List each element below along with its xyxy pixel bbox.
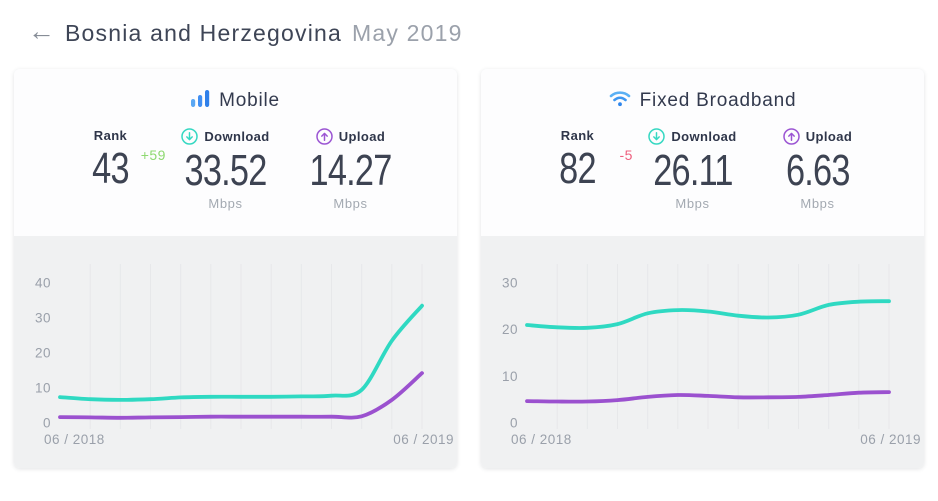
upload-arrow-icon [783,128,800,145]
download-arrow-icon [181,128,199,145]
mobile-chart: 40 30 20 10 0 06 / 2018 06 / 2019 [14,236,457,468]
rank-delta: +59 [140,147,166,163]
rank-value: 43 [92,144,129,193]
card-title: Mobile [219,90,280,111]
mobile-card-header: Mobile Rank 43 +59 [14,69,457,236]
svg-text:30: 30 [502,276,518,291]
download-arrow-icon [648,128,666,145]
mobile-rank-stat: Rank 43 +59 [61,128,165,211]
upload-unit: Mbps [333,196,368,212]
fixed-download-stat: Download 26.11 Mbps [628,128,758,211]
upload-value: 6.63 [785,146,850,195]
mobile-line-chart: 40 30 20 10 006 / 2018 06 / 2019 [35,264,454,447]
svg-text:06 / 2019: 06 / 2019 [393,432,454,447]
rank-label: Rank [560,128,595,143]
back-arrow-icon[interactable]: ← [28,16,55,46]
page-title: Bosnia and Herzegovina [65,20,343,46]
svg-text:20: 20 [502,322,518,337]
fixed-rank-stat: Rank 82 -5 [528,128,632,211]
svg-text:06 / 2019: 06 / 2019 [860,432,921,447]
svg-text:06 / 2018: 06 / 2018 [44,432,105,447]
fixed-chart: 30 20 10 0 06 / 2018 06 / 2019 [481,236,924,468]
fixed-upload-stat: Upload 6.63 Mbps [758,128,878,211]
download-label: Download [204,129,270,144]
svg-text:06 / 2018: 06 / 2018 [511,432,572,447]
upload-value: 14.27 [309,146,392,195]
wifi-icon [609,90,631,112]
download-value: 26.11 [652,146,733,195]
download-unit: Mbps [675,196,710,212]
svg-text:20: 20 [35,346,51,361]
download-unit: Mbps [208,196,243,212]
svg-text:30: 30 [35,311,51,326]
page-date: May 2019 [352,20,463,46]
upload-arrow-icon [316,128,333,145]
svg-text:10: 10 [35,381,51,396]
upload-unit: Mbps [800,196,835,212]
download-label: Download [671,129,737,144]
svg-text:10: 10 [502,369,518,384]
upload-label: Upload [338,129,386,144]
rank-delta: -5 [619,147,633,163]
svg-text:0: 0 [510,416,518,431]
rank-value: 82 [559,144,596,193]
download-value: 33.52 [184,146,267,195]
mobile-upload-stat: Upload 14.27 Mbps [291,128,411,211]
mobile-bars-icon [191,90,210,112]
svg-text:40: 40 [35,276,51,291]
cards-row: Mobile Rank 43 +59 [14,69,924,468]
card-title: Fixed Broadband [639,90,797,111]
page-header: ← Bosnia and Herzegovina May 2019 [28,16,938,47]
rank-label: Rank [93,128,128,143]
svg-text:0: 0 [43,416,51,431]
mobile-download-stat: Download 33.52 Mbps [161,128,291,211]
fixed-broadband-card: Fixed Broadband Rank 82 -5 [481,69,924,468]
upload-label: Upload [805,129,853,144]
mobile-card: Mobile Rank 43 +59 [14,69,457,468]
fixed-card-header: Fixed Broadband Rank 82 -5 [481,69,924,236]
fixed-line-chart: 30 20 10 006 / 2018 06 / 2019 [502,264,921,447]
